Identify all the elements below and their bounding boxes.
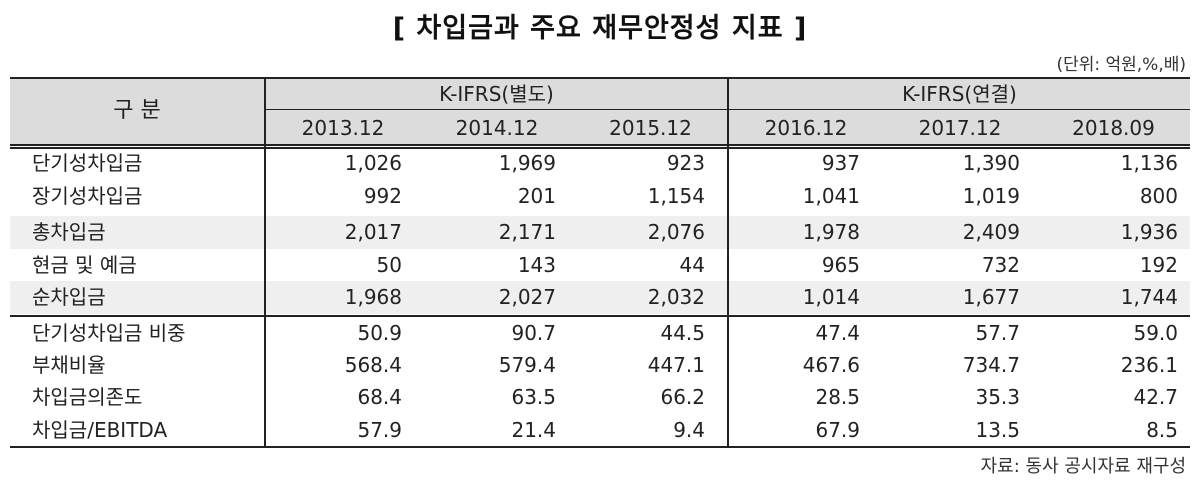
row-label: 단기성차입금 비중 bbox=[32, 321, 186, 345]
period-header: 2018.09 bbox=[1072, 116, 1155, 140]
cell-value: 2,032 bbox=[647, 285, 705, 309]
row-header-label: 구 분 bbox=[113, 98, 161, 123]
label-column-divider bbox=[264, 77, 266, 448]
cell-value: 800 bbox=[1139, 184, 1178, 208]
cell-value: 90.7 bbox=[511, 321, 556, 345]
cell-value: 201 bbox=[517, 184, 556, 208]
period-header: 2016.12 bbox=[764, 116, 848, 140]
table-row: 차입금/EBITDA 57.9 21.4 9.4 67.9 13.5 8.5 bbox=[10, 414, 1190, 446]
cell-value: 50.9 bbox=[357, 321, 402, 345]
table-title: [ 차입금과 주요 재무안정성 지표 ] bbox=[392, 13, 808, 44]
cell-value: 1,014 bbox=[802, 285, 860, 309]
cell-value: 992 bbox=[363, 184, 402, 208]
row-label: 순차입금 bbox=[32, 285, 106, 309]
cell-value: 1,677 bbox=[962, 285, 1020, 309]
cell-value: 66.2 bbox=[660, 385, 705, 409]
row-label: 차입금/EBITDA bbox=[32, 418, 168, 442]
cell-value: 732 bbox=[981, 253, 1020, 277]
cell-value: 1,136 bbox=[1120, 151, 1178, 175]
row-label: 현금 및 예금 bbox=[32, 253, 137, 277]
cell-value: 1,390 bbox=[962, 151, 1020, 175]
table-row: 단기성차입금 비중 50.9 90.7 44.5 47.4 57.7 59.0 bbox=[10, 318, 1190, 349]
cell-value: 44.5 bbox=[660, 321, 705, 345]
period-header: 2017.12 bbox=[918, 116, 1002, 140]
cell-value: 63.5 bbox=[511, 385, 556, 409]
cell-value: 1,154 bbox=[647, 184, 705, 208]
cell-value: 21.4 bbox=[511, 418, 556, 442]
cell-value: 8.5 bbox=[1146, 418, 1178, 442]
unit-note: (단위: 억원,%,배) bbox=[1056, 55, 1186, 75]
section-separator bbox=[10, 315, 1190, 317]
cell-value: 143 bbox=[517, 253, 556, 277]
cell-value: 1,978 bbox=[802, 220, 860, 244]
cell-value: 44 bbox=[679, 253, 705, 277]
cell-value: 1,019 bbox=[962, 184, 1020, 208]
cell-value: 923 bbox=[666, 151, 705, 175]
cell-value: 2,171 bbox=[498, 220, 556, 244]
cell-value: 9.4 bbox=[673, 418, 705, 442]
table-row: 현금 및 예금 50 143 44 965 732 192 bbox=[10, 249, 1190, 281]
cell-value: 447.1 bbox=[647, 353, 705, 377]
cell-value: 192 bbox=[1139, 253, 1178, 277]
source-note: 자료: 동사 공시자료 재구성 bbox=[980, 456, 1186, 477]
group-header-separate: K-IFRS(별도) bbox=[439, 82, 554, 106]
cell-value: 1,041 bbox=[802, 184, 860, 208]
row-label: 차입금의존도 bbox=[32, 385, 143, 409]
cell-value: 236.1 bbox=[1120, 353, 1178, 377]
cell-value: 50 bbox=[376, 253, 402, 277]
cell-value: 1,968 bbox=[344, 285, 402, 309]
cell-value: 1,969 bbox=[498, 151, 556, 175]
table-row: 차입금의존도 68.4 63.5 66.2 28.5 35.3 42.7 bbox=[10, 381, 1190, 414]
group-header-consolidated: K-IFRS(연결) bbox=[902, 82, 1017, 106]
cell-value: 42.7 bbox=[1133, 385, 1178, 409]
table-row: 부채비율 568.4 579.4 447.1 467.6 734.7 236.1 bbox=[10, 349, 1190, 381]
cell-value: 1,026 bbox=[344, 151, 402, 175]
cell-value: 57.7 bbox=[975, 321, 1020, 345]
cell-value: 467.6 bbox=[802, 353, 860, 377]
cell-value: 734.7 bbox=[962, 353, 1020, 377]
row-label: 총차입금 bbox=[32, 220, 106, 244]
period-header: 2015.12 bbox=[609, 116, 692, 140]
cell-value: 579.4 bbox=[498, 353, 556, 377]
cell-value: 2,076 bbox=[647, 220, 705, 244]
cell-value: 68.4 bbox=[357, 385, 402, 409]
period-header: 2013.12 bbox=[301, 116, 385, 140]
cell-value: 13.5 bbox=[975, 418, 1020, 442]
cell-value: 1,936 bbox=[1120, 220, 1178, 244]
table-row: 총차입금 2,017 2,171 2,076 1,978 2,409 1,936 bbox=[10, 216, 1190, 249]
row-label: 부채비율 bbox=[32, 353, 106, 377]
cell-value: 937 bbox=[821, 151, 860, 175]
group-divider bbox=[727, 77, 729, 448]
cell-value: 35.3 bbox=[975, 385, 1020, 409]
cell-value: 57.9 bbox=[357, 418, 402, 442]
cell-value: 28.5 bbox=[815, 385, 860, 409]
cell-value: 1,744 bbox=[1120, 285, 1178, 309]
cell-value: 2,027 bbox=[498, 285, 556, 309]
cell-value: 2,409 bbox=[962, 220, 1020, 244]
table-bottom-rule bbox=[10, 446, 1190, 448]
cell-value: 47.4 bbox=[815, 321, 860, 345]
table-row: 장기성차입금 992 201 1,154 1,041 1,019 800 bbox=[10, 183, 1190, 209]
cell-value: 59.0 bbox=[1133, 321, 1178, 345]
cell-value: 568.4 bbox=[344, 353, 402, 377]
cell-value: 965 bbox=[821, 253, 860, 277]
row-label: 단기성차입금 bbox=[32, 151, 143, 175]
cell-value: 2,017 bbox=[344, 220, 402, 244]
table-header: 구 분 K-IFRS(별도) K-IFRS(연결) 2013.12 2014.1… bbox=[10, 77, 1190, 144]
table-row: 단기성차입금 1,026 1,969 923 937 1,390 1,136 bbox=[10, 150, 1190, 176]
header-double-rule bbox=[10, 144, 1190, 149]
period-header: 2014.12 bbox=[455, 116, 539, 140]
row-label: 장기성차입금 bbox=[32, 184, 143, 208]
cell-value: 67.9 bbox=[815, 418, 860, 442]
table-row: 순차입금 1,968 2,027 2,032 1,014 1,677 1,744 bbox=[10, 281, 1190, 314]
